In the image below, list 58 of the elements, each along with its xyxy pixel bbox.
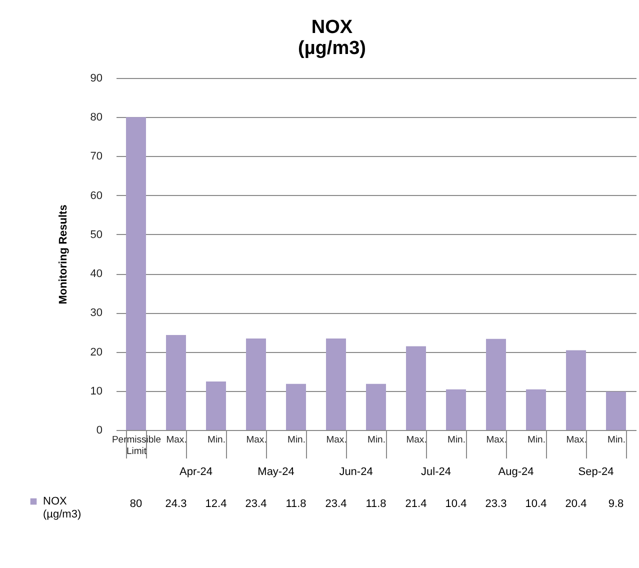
x-tick-label: Min. [608, 434, 626, 446]
bar [166, 334, 186, 430]
bar [446, 389, 466, 430]
bar [566, 350, 586, 430]
data-label: 80 [130, 498, 142, 510]
text: Jun-24 [339, 466, 373, 478]
text: Jul-24 [421, 466, 451, 478]
y-tick-label: 20 [90, 346, 102, 358]
text: Sep-24 [578, 466, 614, 478]
data-label: 11.8 [286, 498, 306, 510]
x-tick-label: Min. [528, 434, 546, 446]
x-tick-label: Permissible Limit [112, 434, 162, 457]
bar [486, 338, 506, 430]
y-tick-label: 10 [90, 385, 102, 398]
bar [406, 346, 426, 430]
x-tick-label: Min. [288, 434, 306, 446]
data-label: 20.4 [565, 498, 587, 510]
bar [366, 384, 386, 430]
data-label: 23.4 [325, 498, 347, 510]
text: Aug-24 [498, 466, 534, 478]
x-tick-label: Max. [246, 434, 267, 446]
y-tick-label: 30 [90, 307, 102, 320]
data-label: 23.4 [245, 498, 267, 510]
x-tick-label: Max. [166, 434, 187, 446]
legend-label: NOX (µg/m3) [43, 496, 82, 520]
bar [326, 338, 346, 430]
bar [286, 384, 306, 430]
data-label: 9.8 [608, 498, 624, 510]
y-tick-label: 70 [90, 150, 102, 163]
x-tick-label: Min. [448, 434, 466, 446]
y-tick-label: 80 [90, 112, 102, 124]
bar [526, 389, 546, 430]
y-tick-label: 60 [90, 190, 102, 202]
y-tick-label: 0 [96, 424, 102, 436]
bar [126, 117, 146, 430]
x-tick-label: Max. [566, 434, 587, 446]
x-tick-label: Max. [486, 434, 507, 446]
x-tick-label: Max. [326, 434, 347, 446]
y-tick-label: 40 [90, 268, 102, 280]
bar [606, 392, 626, 430]
y-tick-label: 90 [90, 72, 102, 84]
data-label: 12.4 [205, 498, 227, 510]
data-label: 21.4 [405, 498, 427, 510]
bar [206, 382, 226, 430]
data-label: 11.8 [366, 498, 386, 510]
bar [246, 338, 266, 430]
y-tick-label: 50 [90, 228, 102, 241]
x-tick-label: Min. [208, 434, 226, 446]
data-label: 24.3 [165, 498, 187, 510]
data-label: 10.4 [525, 498, 547, 510]
x-tick-label: Min. [368, 434, 386, 446]
data-label: 10.4 [445, 498, 467, 510]
x-tick-label: Max. [406, 434, 427, 446]
text: Apr-24 [179, 466, 213, 478]
chart-title: NOX (µg/m3) [298, 17, 366, 59]
text: May-24 [258, 466, 294, 478]
data-label: 23.3 [485, 498, 507, 510]
y-axis-title: Monitoring Results [57, 204, 70, 304]
